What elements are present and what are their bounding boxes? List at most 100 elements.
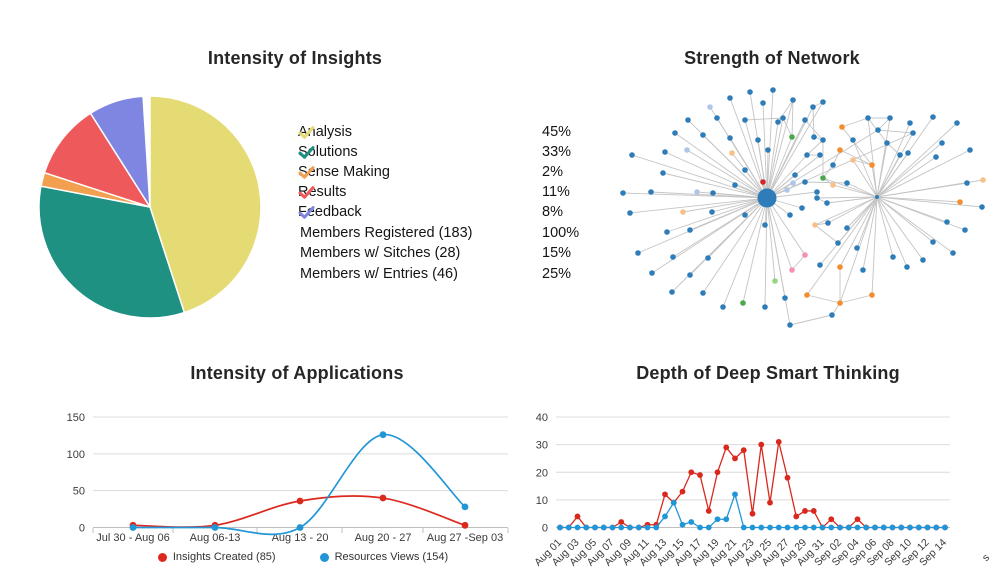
network-node [825, 220, 831, 226]
network-node [904, 264, 910, 270]
legend-label: Members Registered (183) [300, 224, 473, 241]
network-node [700, 290, 706, 296]
x-axis-tick-label: Jul 30 - Aug 06 [96, 532, 169, 544]
network-node [802, 252, 808, 258]
data-point [880, 524, 887, 531]
network-edge [876, 196, 961, 203]
data-point [574, 513, 581, 520]
network-edge [629, 197, 768, 214]
legend-label: Resources Views (154) [334, 551, 449, 563]
network-node [875, 195, 879, 199]
network-node [799, 205, 805, 211]
network-edge [631, 154, 768, 199]
network-edge [686, 149, 768, 199]
data-point [653, 524, 660, 531]
data-point [784, 524, 791, 531]
data-point [767, 524, 773, 531]
network-edge [671, 197, 768, 293]
network-node [707, 104, 713, 110]
legend-item: Solutions 33% [298, 142, 598, 162]
data-point [784, 474, 791, 481]
data-point [802, 508, 808, 514]
network-edge [766, 197, 806, 256]
network-node [837, 264, 843, 270]
legend-item: Insights Created (85) [157, 551, 276, 563]
applications-legend: Insights Created (85) Resources Views (15… [93, 551, 513, 563]
network-node [649, 270, 655, 276]
y-axis-tick-label: 0 [79, 523, 85, 535]
data-point [907, 524, 913, 531]
legend-item: Members w/ Sitches (28) 15% [298, 243, 598, 263]
network-node [765, 147, 771, 153]
network-node [839, 124, 845, 130]
network-node [933, 154, 939, 160]
network-node [930, 114, 936, 120]
network-node [957, 199, 963, 205]
network-edge [766, 99, 794, 199]
data-point [872, 524, 878, 531]
network-node [790, 97, 796, 103]
y-axis-tick-label: 40 [536, 412, 548, 424]
network-node [664, 229, 670, 235]
network-edge [806, 139, 824, 156]
network-node [684, 147, 690, 153]
data-point [705, 524, 712, 531]
data-point [828, 524, 835, 531]
network-node [907, 120, 913, 126]
network-node [804, 152, 810, 158]
network-node [820, 137, 826, 143]
data-point [933, 524, 940, 531]
network-node [979, 204, 985, 210]
network-node [662, 149, 668, 155]
network-node [802, 117, 808, 123]
network-node [869, 292, 875, 298]
network-edge [766, 154, 808, 199]
data-point [461, 503, 469, 511]
legend-item: Members w/ Entries (46) 25% [298, 264, 598, 284]
network-node [742, 117, 748, 123]
pie-slice [89, 95, 151, 208]
pie-legend: Analysis 45% Solutions 33% Sense Making 2% Res… [298, 122, 598, 284]
network-node [629, 152, 635, 158]
network-edge [876, 196, 954, 254]
network-edge [877, 117, 891, 131]
data-point [705, 508, 712, 514]
network-node [954, 120, 960, 126]
data-point [296, 524, 304, 531]
network-edge [766, 119, 806, 199]
network-node [812, 222, 818, 228]
network-node [627, 210, 633, 216]
network-node [705, 255, 711, 261]
network-edge [651, 197, 768, 274]
network-node [742, 212, 748, 218]
legend-percent: 2% [542, 164, 563, 180]
pie-chart [38, 95, 262, 319]
data-point [775, 438, 782, 445]
pie-chart-title: Intensity of Insights [207, 48, 383, 68]
data-point [723, 516, 730, 523]
network-edge [852, 159, 873, 166]
thinking-chart-title: Depth of Deep Smart Thinking [636, 363, 900, 383]
network-node [810, 104, 816, 110]
network-node [817, 152, 823, 158]
x-axis-tick-label: Aug 27 -Sep 03 [427, 532, 503, 544]
network-node [620, 190, 626, 196]
data-point [609, 524, 616, 531]
network-chart-title: Strength of Network [684, 48, 860, 68]
network-edge [876, 196, 894, 258]
data-point [618, 524, 625, 531]
data-point [583, 524, 590, 531]
network-node [905, 150, 911, 156]
network-node [844, 225, 850, 231]
network-edge [637, 197, 768, 254]
network-node [789, 134, 795, 140]
network-node [755, 137, 761, 143]
legend-label: Insights Created (85) [172, 551, 276, 563]
legend-label: Members w/ Entries (46) [300, 265, 458, 282]
data-point [732, 491, 738, 498]
network-node [770, 87, 776, 93]
network-node [669, 289, 675, 295]
network-node [635, 250, 641, 256]
network-node [747, 89, 753, 95]
